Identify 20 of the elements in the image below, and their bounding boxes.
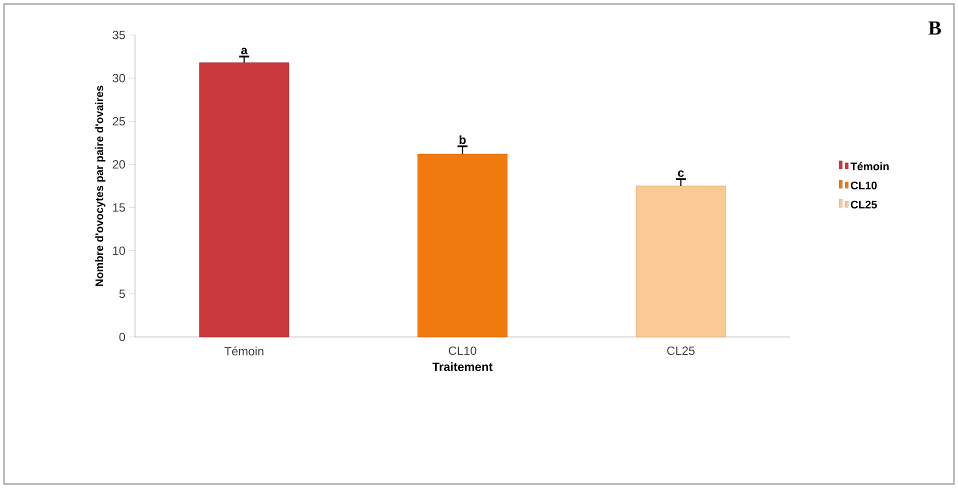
y-tick-label: 20: [112, 160, 126, 169]
annotation: a: [241, 48, 248, 54]
y-tick-label: 5: [119, 290, 125, 298]
text: B: [928, 22, 941, 35]
y-tick-label: 25: [112, 117, 125, 126]
y-tick-label: 0: [119, 332, 126, 342]
y-tick-label: 35: [112, 30, 125, 40]
x-axis-title: Traitement: [432, 362, 493, 372]
legend-label: CL25: [850, 200, 877, 208]
annotation: c: [678, 170, 684, 177]
x-tick-label: Témoin: [224, 346, 264, 356]
legend-label: Témoin: [850, 162, 889, 170]
y-axis-title: Nombre d'ovocytes par paire d'ovaires: [95, 86, 106, 286]
annotation: b: [460, 135, 466, 144]
y-tick-label: 30: [112, 74, 126, 82]
y-tick-label: 10: [113, 246, 126, 255]
x-tick-label: CL25: [667, 346, 695, 355]
x-tick-label: CL10: [448, 346, 476, 355]
legend-label: CL10: [850, 182, 877, 190]
y-tick-label: 15: [113, 203, 125, 212]
